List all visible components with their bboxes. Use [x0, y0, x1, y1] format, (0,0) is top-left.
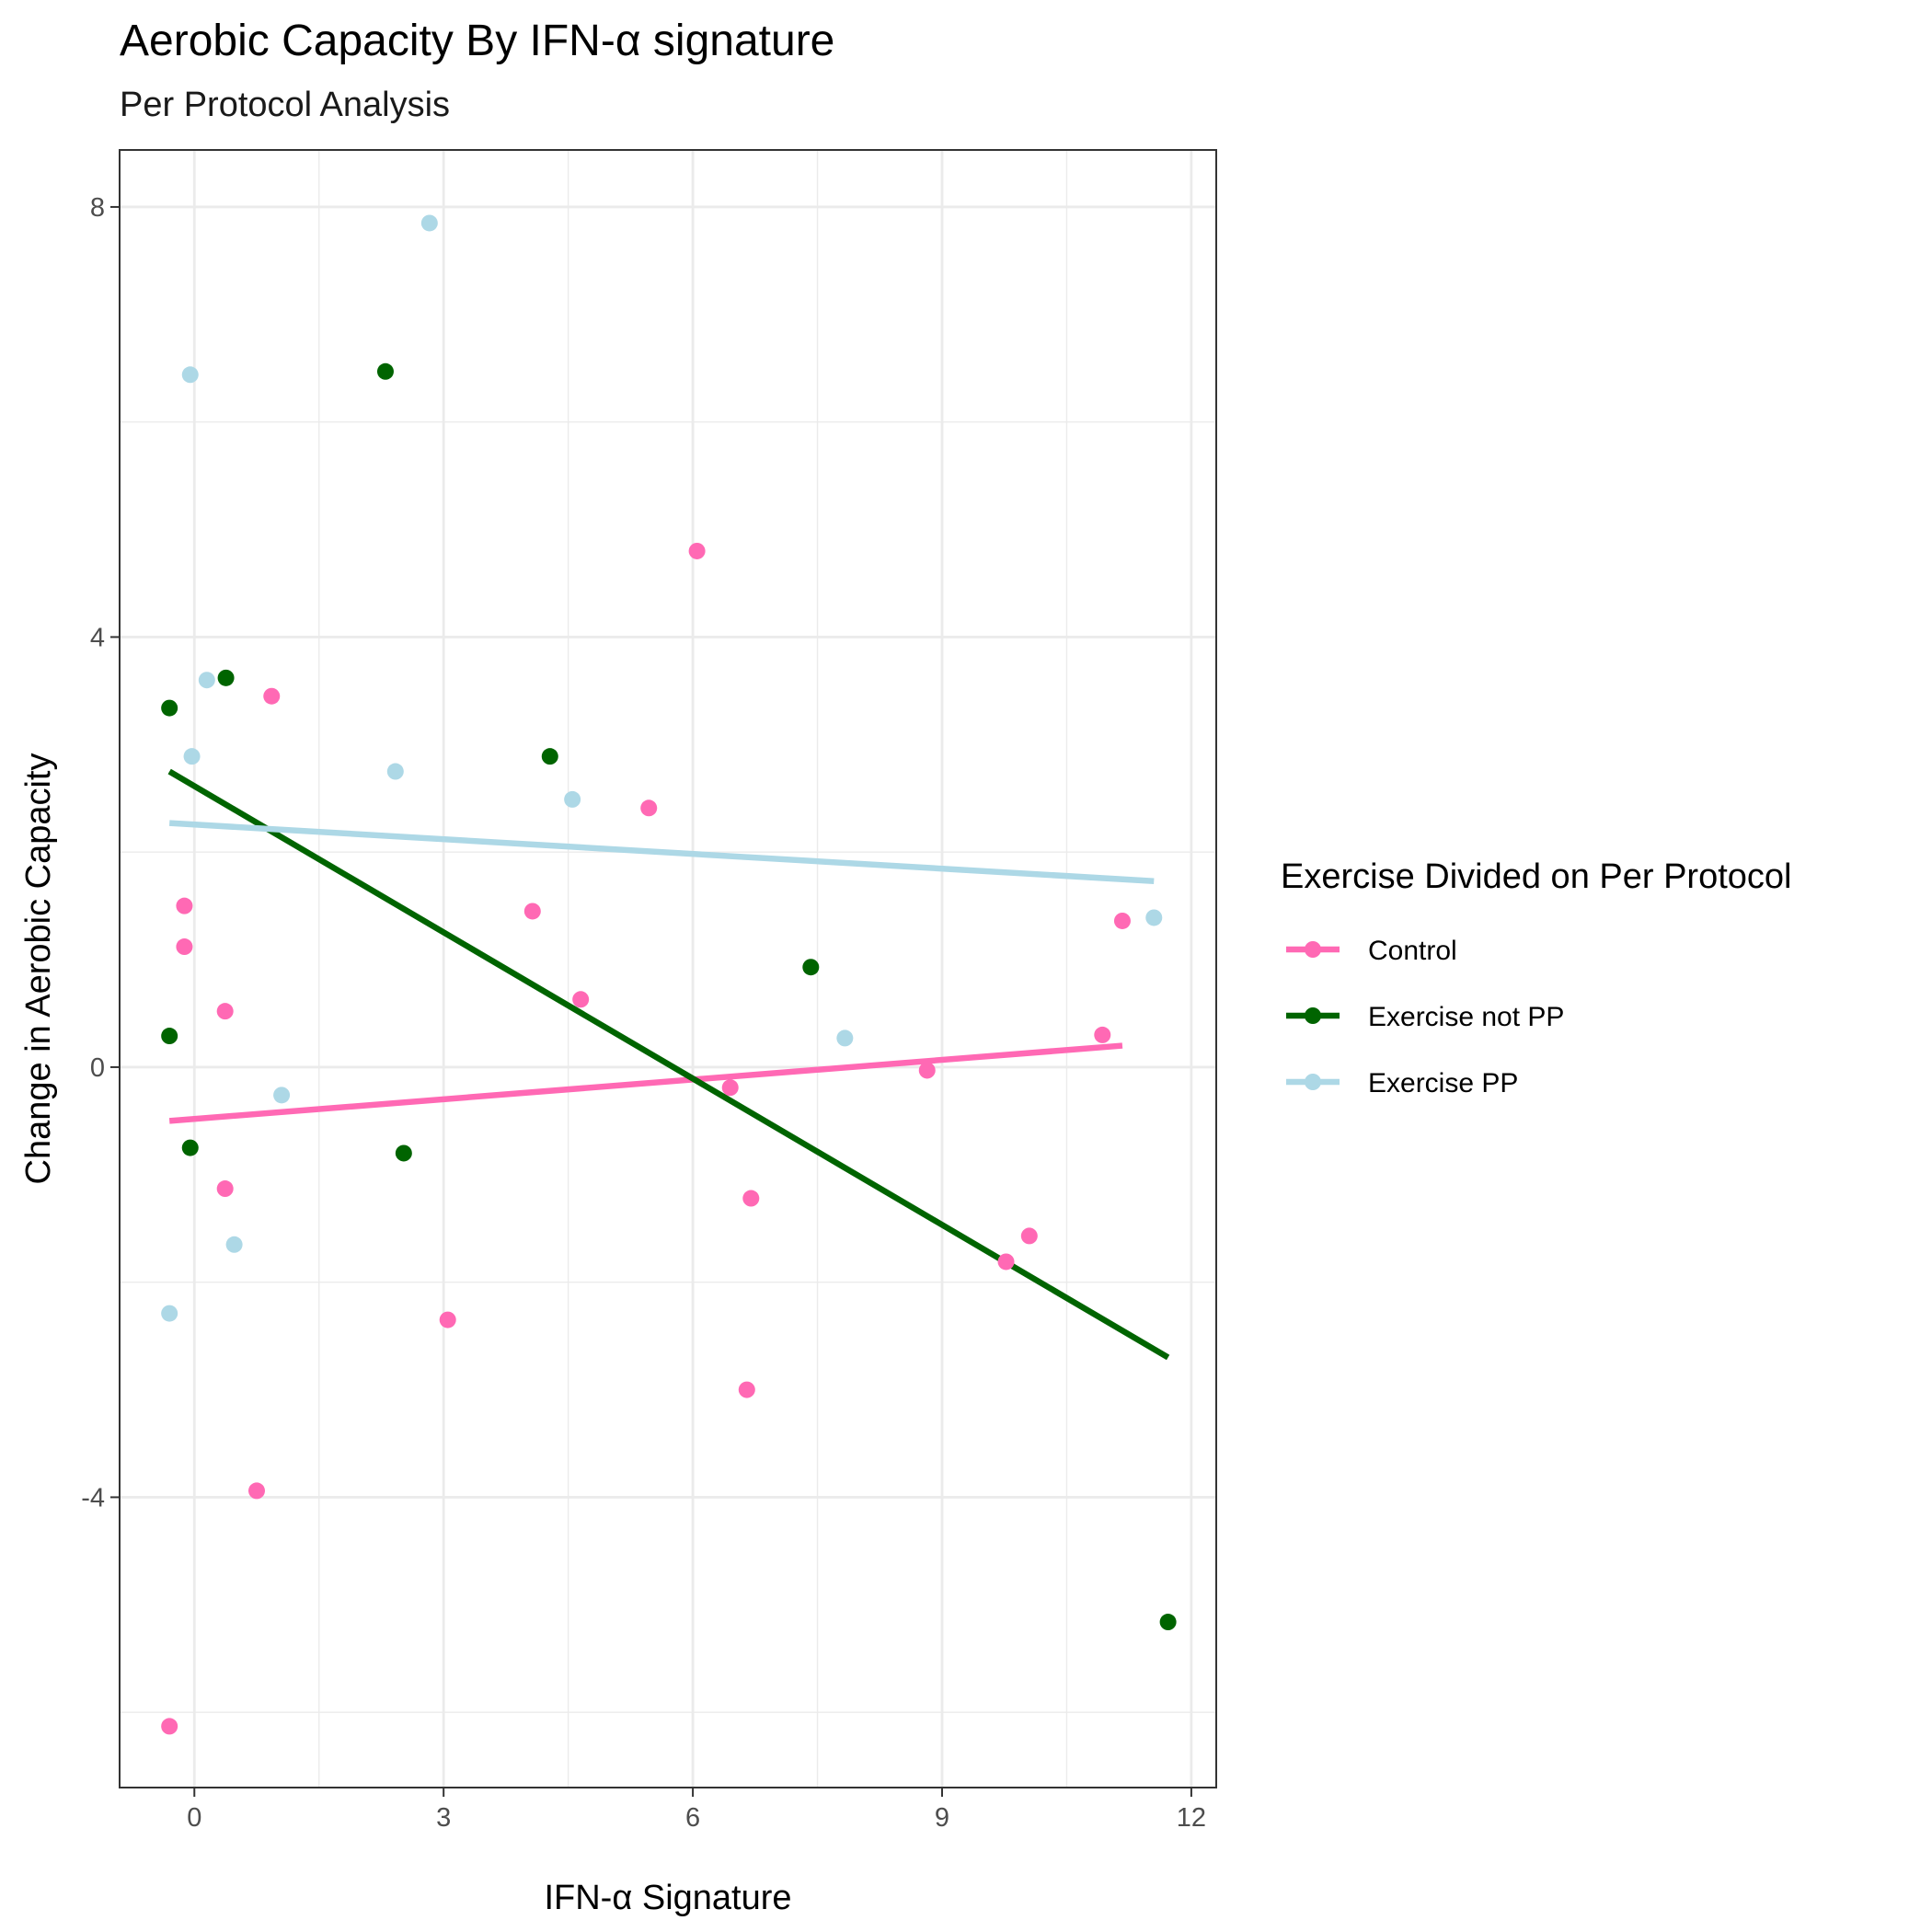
data-point: [918, 1062, 936, 1079]
data-point: [176, 938, 193, 956]
data-point: [273, 1087, 291, 1104]
legend-label: Exercise not PP: [1368, 1002, 1564, 1032]
data-point: [263, 687, 281, 705]
data-point: [742, 1190, 760, 1207]
legend-label: Exercise PP: [1368, 1068, 1518, 1098]
data-point: [721, 1079, 739, 1097]
legend-label: Control: [1368, 936, 1457, 966]
data-point: [198, 672, 215, 689]
y-tick-label: -4: [81, 1483, 105, 1512]
data-point: [1094, 1026, 1111, 1043]
data-point: [1145, 909, 1163, 926]
data-point: [439, 1311, 456, 1328]
x-tick-label: 0: [187, 1803, 201, 1833]
data-point: [216, 1003, 234, 1020]
data-point: [738, 1381, 755, 1398]
legend-key: Exercise not PP: [1286, 1002, 1564, 1032]
data-point: [161, 699, 178, 717]
data-point: [395, 1144, 412, 1162]
legend-point: [1305, 1074, 1321, 1090]
x-axis-title: IFN-α Signature: [544, 1879, 791, 1917]
data-point: [386, 763, 404, 780]
chart-title: Aerobic Capacity By IFN-α signature: [120, 17, 834, 65]
data-point: [523, 903, 541, 920]
data-point: [161, 1718, 178, 1735]
plot-background: [120, 150, 1216, 1788]
legend-key: Control: [1286, 936, 1457, 966]
data-point: [564, 790, 581, 808]
data-point: [640, 799, 658, 817]
data-point: [181, 1139, 199, 1156]
legend-title: Exercise Divided on Per Protocol: [1281, 857, 1791, 896]
x-axis: 0 3 6 9 12: [187, 1788, 1206, 1833]
fit-line: [168, 820, 1155, 884]
x-tick-label: 6: [685, 1803, 700, 1833]
legend: Exercise Divided on Per Protocol Control…: [1281, 857, 1791, 1098]
data-point: [217, 669, 235, 686]
y-tick-label: 8: [90, 193, 105, 223]
data-point: [688, 542, 706, 559]
data-point: [161, 1028, 178, 1045]
plot-border: [119, 149, 1217, 1788]
legend-point: [1305, 1007, 1321, 1024]
data-point: [181, 366, 199, 384]
y-tick-label: 0: [90, 1053, 105, 1083]
legend-point: [1305, 941, 1321, 958]
data-point: [1159, 1614, 1177, 1631]
data-point: [161, 1305, 178, 1322]
data-point: [572, 991, 590, 1008]
x-tick-label: 12: [1177, 1803, 1206, 1833]
data-points: [161, 214, 1177, 1735]
data-point: [216, 1180, 234, 1198]
data-point: [802, 959, 820, 976]
data-point: [376, 362, 394, 380]
data-point: [1020, 1227, 1038, 1245]
data-point: [225, 1236, 243, 1253]
y-axis: -4 0 4 8: [81, 193, 120, 1512]
data-point: [997, 1253, 1015, 1271]
chart-subtitle: Per Protocol Analysis: [120, 86, 450, 124]
fit-line: [168, 1042, 1123, 1124]
data-point: [836, 1029, 854, 1047]
x-tick-label: 9: [935, 1803, 949, 1833]
major-grid: [120, 150, 1216, 1788]
legend-key: Exercise PP: [1286, 1068, 1518, 1098]
data-point: [420, 214, 438, 232]
data-point: [176, 897, 193, 914]
data-point: [183, 748, 201, 765]
x-tick-label: 3: [436, 1803, 451, 1833]
data-point: [541, 748, 558, 765]
y-tick-label: 4: [90, 623, 105, 652]
y-axis-title: Change in Aerobic Capacity: [19, 753, 58, 1185]
legend-keys: Control Exercise not PP Exercise PP: [1286, 936, 1564, 1098]
data-point: [1113, 912, 1131, 929]
data-point: [248, 1482, 265, 1500]
